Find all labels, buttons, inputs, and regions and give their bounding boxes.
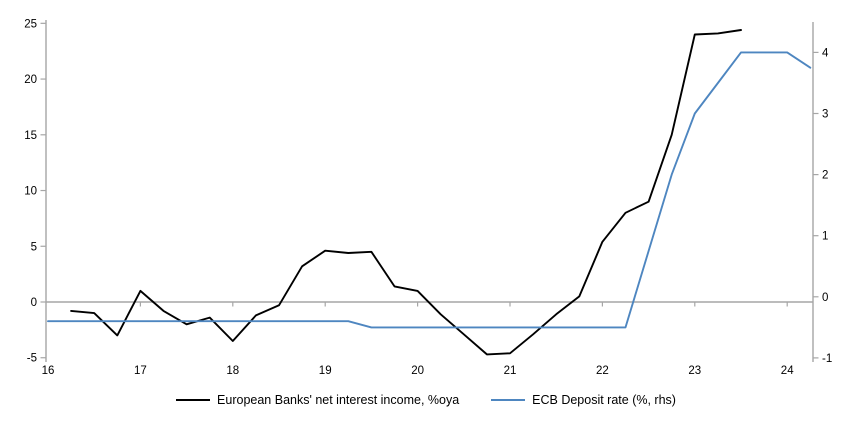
- x-axis-label: 21: [504, 365, 517, 377]
- x-axis-label: 22: [596, 365, 609, 377]
- x-axis-label: 19: [319, 365, 332, 377]
- legend-label-ecb-deposit-rate: ECB Deposit rate (%, rhs): [532, 393, 676, 407]
- legend-item-net-interest-income: European Banks' net interest income, %oy…: [176, 393, 459, 407]
- right-axis-tick-label: 4: [822, 47, 829, 59]
- legend-line-swatch-black: [176, 399, 211, 401]
- right-axis-tick-label: -1: [822, 353, 832, 365]
- x-axis-label: 23: [688, 365, 701, 377]
- legend-label-net-interest-income: European Banks' net interest income, %oy…: [217, 393, 460, 407]
- legend-item-ecb-deposit-rate: ECB Deposit rate (%, rhs): [491, 393, 676, 407]
- right-axis-tick-label: 1: [822, 231, 828, 243]
- left-axis-tick-label: -5: [27, 353, 37, 365]
- legend: European Banks' net interest income, %oy…: [0, 393, 852, 407]
- left-axis-tick-label: 20: [24, 74, 37, 86]
- x-axis-label: 18: [226, 365, 239, 377]
- left-axis-tick-label: 0: [31, 297, 37, 309]
- left-axis-tick-label: 15: [24, 130, 37, 142]
- x-axis-label: 17: [134, 365, 147, 377]
- legend-line-swatch-blue: [491, 399, 526, 401]
- x-axis-label: 20: [411, 365, 424, 377]
- x-axis-label: 24: [781, 365, 794, 377]
- right-axis-tick-label: 3: [822, 109, 828, 121]
- series-line-ecb-deposit-rate: [47, 51, 812, 329]
- series-line-net-interest-income: [70, 29, 742, 356]
- left-axis-tick-label: 5: [31, 241, 37, 253]
- right-axis-tick-label: 0: [822, 292, 828, 304]
- left-axis-tick-label: 25: [24, 18, 37, 30]
- right-axis-tick-label: 2: [822, 170, 828, 182]
- left-axis-tick-label: 10: [24, 186, 37, 198]
- x-axis-label: 16: [42, 365, 55, 377]
